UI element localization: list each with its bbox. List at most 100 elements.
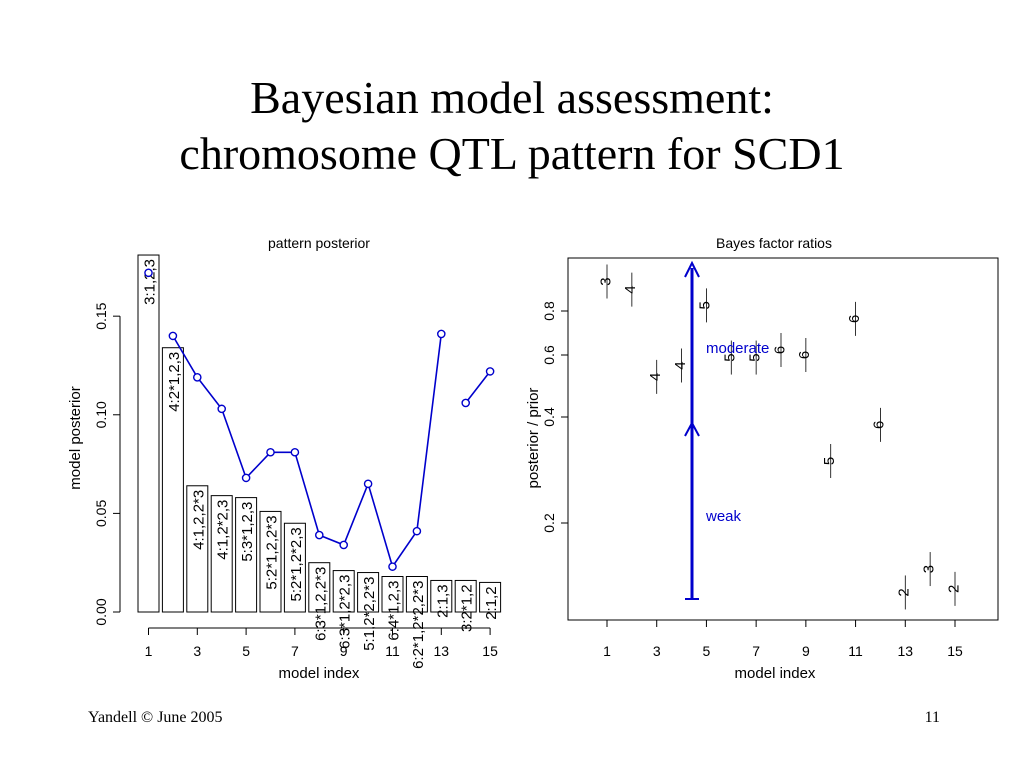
right-y-tick-label-0: 0.2 — [541, 513, 557, 533]
point-label-12: 5 — [821, 457, 838, 465]
bar-label-6: 5:2*1,2,2*3 — [264, 515, 281, 589]
posterior-point-3 — [192, 373, 202, 382]
posterior-point-9 — [339, 540, 349, 550]
left-y-tick-label-2: 0.10 — [93, 401, 109, 428]
page-number: 11 — [924, 709, 940, 726]
right-arrows: moderate weak — [684, 260, 769, 600]
right-x-tick-label-7: 15 — [947, 643, 963, 659]
point-label-6: 5 — [722, 353, 739, 361]
left-y-tick-label-3: 0.15 — [93, 302, 109, 329]
right-y-axis: 0.2 0.4 0.6 0.8 — [541, 301, 569, 533]
posterior-point-15 — [485, 367, 495, 376]
bar-5 — [235, 497, 258, 613]
bar-label-12: 6:2*1,2*2,2*3 — [410, 581, 427, 669]
bar-6 — [259, 510, 282, 613]
right-x-tick-label-0: 1 — [603, 643, 611, 659]
posterior-point-13 — [436, 329, 446, 339]
posterior-line-path — [172, 333, 491, 569]
left-y-tick-label-1: 0.05 — [93, 500, 109, 527]
point-label-3: 4 — [647, 373, 664, 381]
left-posterior-line — [144, 268, 495, 571]
bar-label-13: 2:1,3 — [434, 584, 451, 617]
left-y-axis: 0.00 0.05 0.10 0.15 — [93, 302, 121, 626]
bar-label-3: 4:1,2,2*3 — [190, 490, 207, 550]
bar-label-8: 6:3*1,2,2*3 — [312, 567, 329, 641]
point-label-15: 2 — [945, 585, 962, 593]
left-x-tick-label-0: 1 — [145, 643, 153, 659]
point-label-2: 4 — [622, 285, 639, 293]
point-label-8: 6 — [771, 346, 788, 354]
posterior-point-11 — [388, 562, 397, 571]
left-x-tick-label-7: 15 — [482, 643, 498, 659]
bar-label-7: 5:2*1,2*2,3 — [288, 527, 305, 601]
left-x-tick-label-6: 13 — [434, 643, 450, 659]
left-chart-title: pattern posterior — [268, 235, 370, 251]
bar-label-11: 6:4*1,2,3 — [386, 581, 403, 641]
bar-label-5: 5:3*1,2,3 — [239, 502, 256, 562]
bar-4 — [210, 495, 233, 613]
left-chart: pattern posterior 3:1,2,3 4:2*1,2,3 4:1,2,… — [67, 235, 502, 682]
moderate-label: moderate — [706, 340, 769, 357]
right-x-tick-label-1: 3 — [653, 643, 661, 659]
bar-label-15: 2:1,2 — [483, 586, 500, 619]
posterior-point-6 — [266, 447, 275, 457]
footer-author: Yandell © June 2005 — [88, 709, 223, 726]
bar-9 — [332, 570, 355, 613]
point-label-9: 6 — [796, 351, 813, 359]
posterior-point-5 — [241, 473, 251, 483]
left-x-tick-label-3: 7 — [291, 643, 299, 659]
bar-label-4: 4:1,2*2,3 — [215, 500, 232, 560]
slide-title: Bayesian model assessment: chromosome QT… — [0, 70, 1024, 182]
right-x-axis-label: model index — [735, 665, 816, 682]
left-x-tick-label-1: 3 — [193, 643, 201, 659]
left-x-tick-label-4: 9 — [340, 643, 348, 659]
point-label-10: 6 — [846, 315, 863, 323]
right-y-tick-label-1: 0.4 — [541, 407, 557, 427]
right-x-tick-label-4: 9 — [802, 643, 810, 659]
right-chart-title: Bayes factor ratios — [716, 235, 832, 251]
bar-label-1: 3:1,2,3 — [142, 259, 159, 305]
posterior-point-2 — [168, 331, 178, 341]
left-y-axis-label: model posterior — [67, 386, 84, 489]
left-bars — [137, 254, 502, 613]
left-bar-labels: 3:1,2,3 4:2*1,2,3 4:1,2,2*3 4:1,2*2,3 5:3*1,… — [142, 259, 501, 669]
posterior-point-12 — [412, 526, 422, 536]
bar-13 — [430, 579, 453, 613]
weak-label: weak — [705, 508, 742, 525]
bar-3 — [186, 485, 209, 613]
posterior-point-4 — [217, 404, 226, 414]
right-x-axis: 1 3 5 7 9 11 13 15 — [603, 620, 963, 659]
right-y-axis-label: posterior / prior — [525, 388, 542, 489]
point-label-4: 4 — [672, 361, 689, 369]
slide-title-line-1: Bayesian model assessment: — [250, 72, 774, 123]
point-label-14: 3 — [920, 565, 937, 573]
bar-12 — [405, 576, 428, 613]
bar-10 — [357, 572, 380, 613]
point-label-1: 3 — [597, 277, 614, 285]
bar-11 — [381, 576, 404, 613]
right-x-tick-label-2: 5 — [703, 643, 711, 659]
bar-7 — [283, 522, 306, 613]
slide-title-line-2: chromosome QTL pattern for SCD1 — [179, 128, 845, 179]
bar-label-9: 6:3*1,2*2,3 — [337, 575, 354, 649]
bar-8 — [308, 562, 331, 613]
bar-label-2: 4:2*1,2,3 — [166, 352, 183, 412]
left-x-tick-label-5: 11 — [385, 643, 400, 659]
posterior-point-10 — [363, 479, 373, 489]
posterior-point-8 — [314, 530, 324, 540]
posterior-point-7 — [290, 447, 300, 457]
posterior-point-1 — [144, 268, 153, 278]
right-y-tick-label-2: 0.6 — [541, 345, 557, 365]
right-y-tick-label-3: 0.8 — [541, 301, 557, 321]
right-x-tick-label-6: 13 — [897, 643, 913, 659]
right-x-tick-label-5: 11 — [848, 643, 863, 659]
bar-14 — [454, 579, 477, 613]
arrow-head-top — [684, 260, 700, 278]
bar-label-14: 3:2*1,2 — [459, 584, 476, 632]
left-y-tick-label-0: 0.00 — [93, 598, 109, 625]
left-x-axis-label: model index — [279, 665, 360, 682]
bar-15 — [479, 581, 502, 613]
